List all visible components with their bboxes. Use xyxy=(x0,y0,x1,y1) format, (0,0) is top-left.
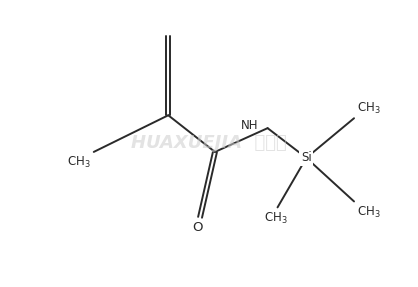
Text: CH$_3$: CH$_3$ xyxy=(67,155,91,170)
Text: O: O xyxy=(192,221,202,234)
Text: NH: NH xyxy=(240,119,258,132)
Text: HUAXUEJIA  化学加: HUAXUEJIA 化学加 xyxy=(131,134,287,152)
Text: CH$_3$: CH$_3$ xyxy=(357,101,381,116)
Text: Si: Si xyxy=(301,151,312,164)
Text: CH$_3$: CH$_3$ xyxy=(357,205,381,220)
Text: CH$_3$: CH$_3$ xyxy=(264,211,288,226)
